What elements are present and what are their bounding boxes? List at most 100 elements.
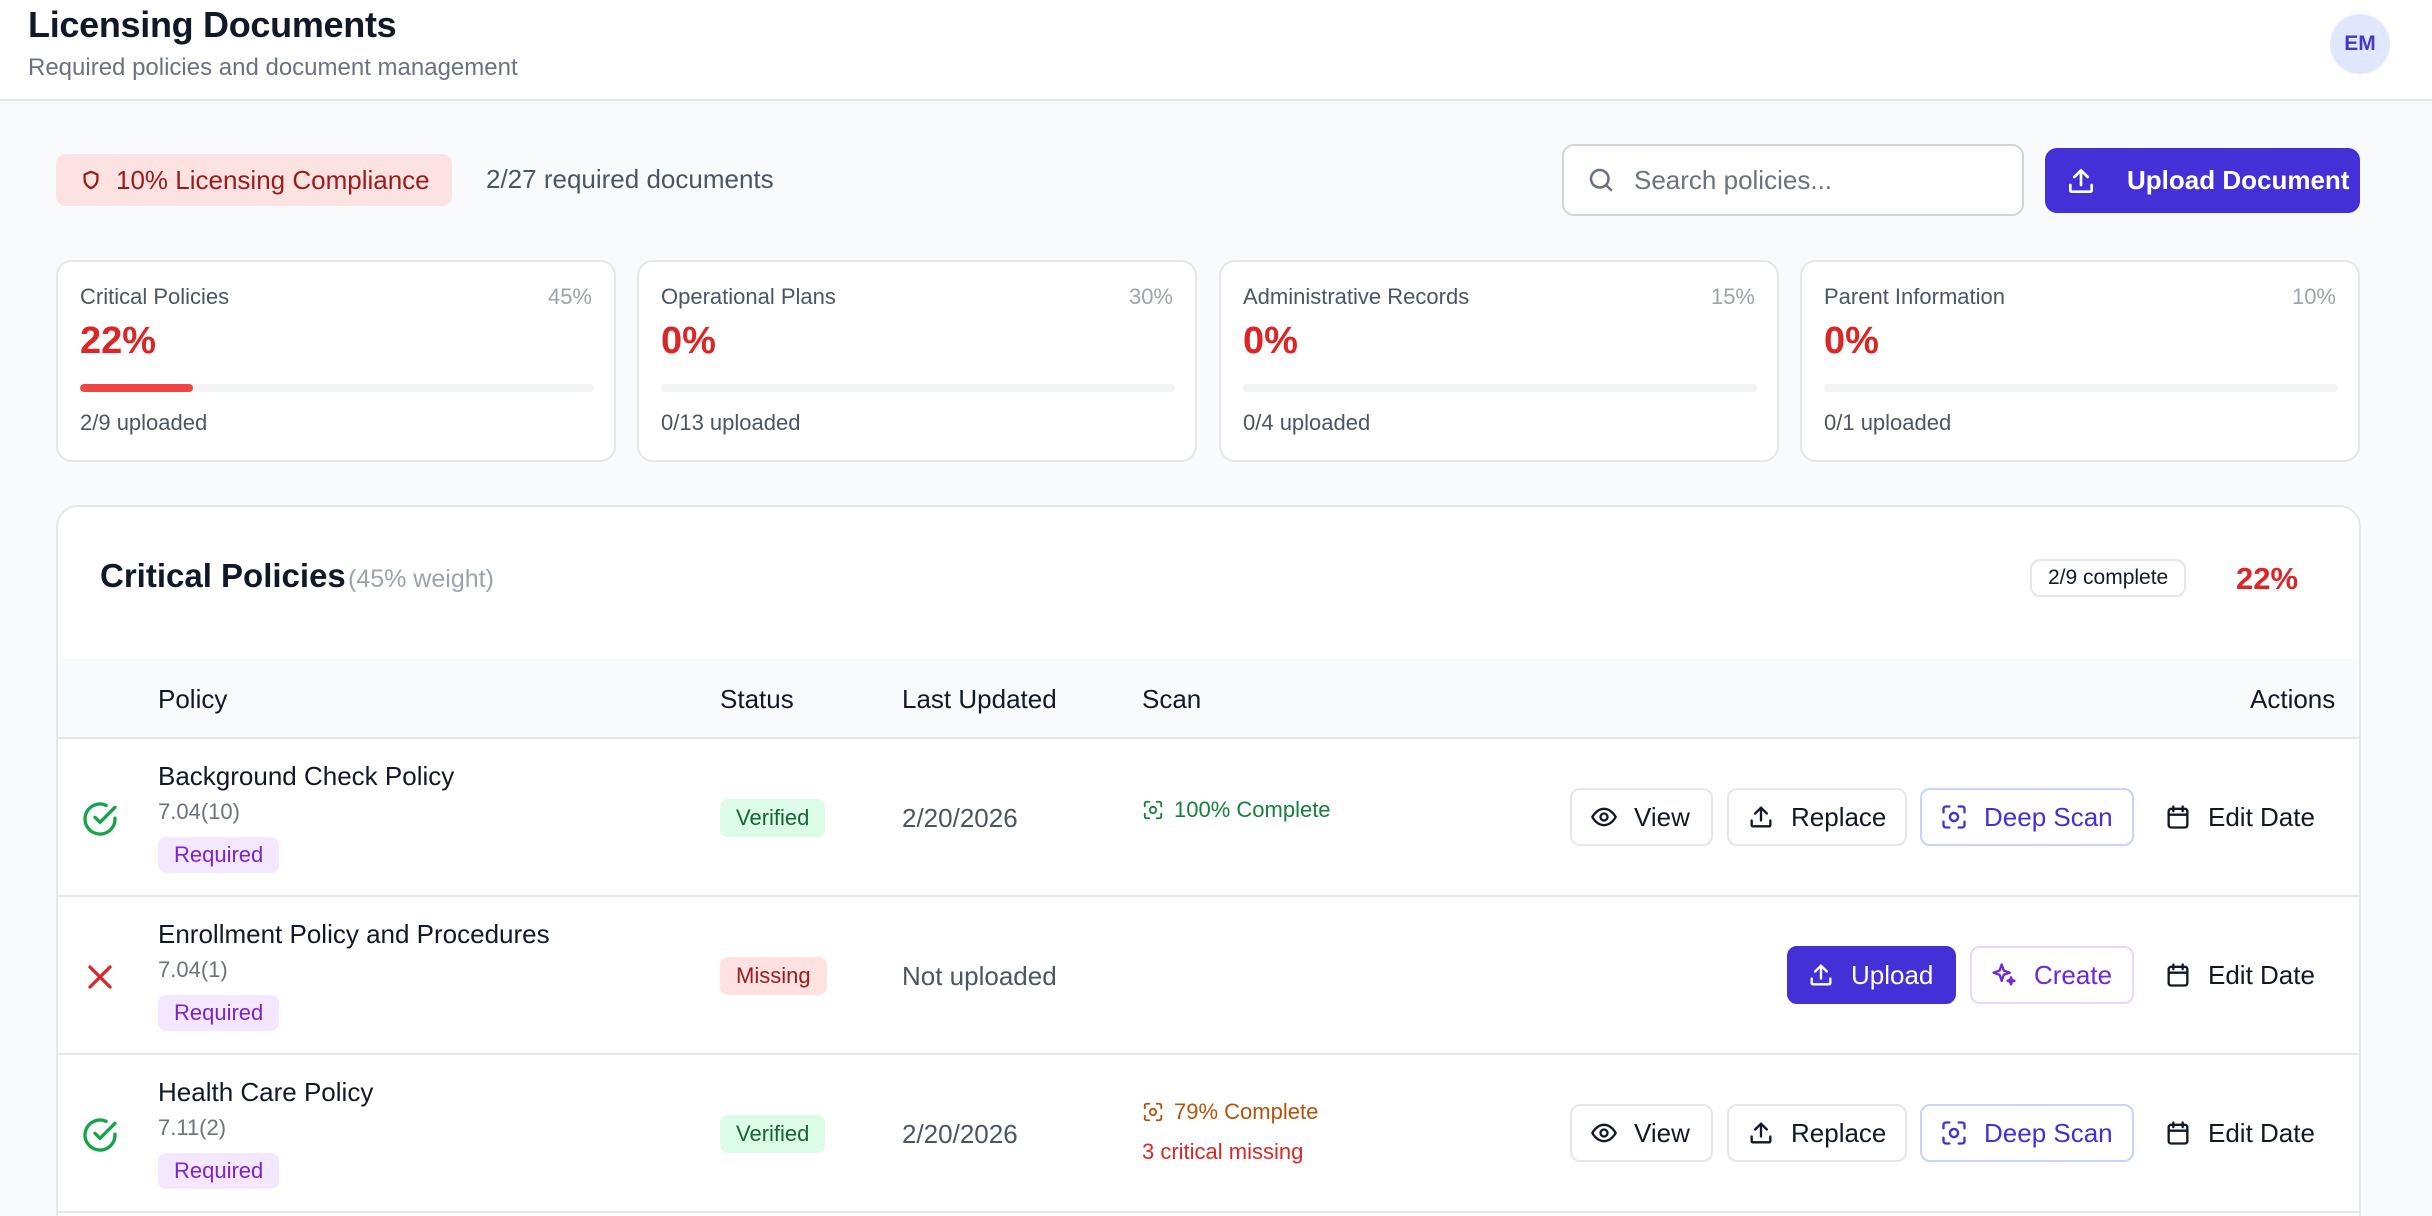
category-progress-bar [1243, 384, 1757, 392]
avatar[interactable]: EM [2330, 14, 2390, 74]
deep-scan-button[interactable]: Deep Scan [1920, 788, 2134, 846]
search-input[interactable] [1634, 164, 2014, 196]
view-button[interactable]: View [1570, 1104, 1713, 1162]
category-progress-fill [80, 384, 194, 392]
section-complete-badge: 2/9 complete [2030, 559, 2187, 597]
table-row: Enrollment Policy and Procedures 7.04(1)… [58, 897, 2359, 1055]
search-icon [1589, 168, 1613, 192]
column-header-policy: Policy [158, 684, 228, 714]
edit-date-label: Edit Date [2208, 959, 2315, 990]
upload-button[interactable]: Upload [1787, 946, 1956, 1004]
shield-icon [83, 170, 99, 190]
category-percent: 0% [661, 320, 716, 362]
sparkles-icon [1992, 963, 2016, 986]
edit-date-button[interactable]: Edit Date [2164, 1104, 2344, 1162]
deep-scan-label: Deep Scan [1984, 801, 2113, 832]
calendar-icon [2167, 1121, 2189, 1145]
top-bar: Licensing Documents Required policies an… [0, 0, 2432, 101]
eye-icon [1591, 807, 1617, 827]
view-label: View [1634, 1117, 1690, 1148]
search-box[interactable] [1562, 144, 2024, 216]
category-name: Critical Policies [80, 284, 230, 309]
category-percent: 22% [80, 320, 157, 362]
page-subtitle: Required policies and document managemen… [28, 54, 518, 81]
category-uploaded: 0/13 uploaded [661, 410, 801, 435]
edit-date-label: Edit Date [2208, 801, 2315, 832]
category-name: Operational Plans [661, 284, 836, 309]
category-uploaded: 0/4 uploaded [1243, 410, 1371, 435]
compliance-badge: 10% Licensing Compliance [56, 154, 452, 206]
calendar-icon [2167, 963, 2189, 987]
upload-icon [1810, 964, 1832, 986]
table-row: Health Care Policy 7.11(2) Required Veri… [58, 1055, 2359, 1213]
policy-code: 7.04(1) [158, 957, 228, 982]
section-percent: 22% [2236, 561, 2299, 596]
scan-icon [1143, 1102, 1163, 1122]
table-row: Background Check Policy 7.04(10) Require… [58, 739, 2359, 897]
scan-label: 79% Complete [1174, 1099, 1319, 1124]
policy-code: 7.11(2) [158, 1115, 227, 1140]
policy-name: Background Check Policy [158, 761, 455, 791]
scan-icon [1942, 805, 1966, 829]
edit-date-label: Edit Date [2208, 1117, 2315, 1148]
create-label: Create [2034, 959, 2113, 990]
category-card-operational-plans[interactable]: Operational Plans 30% 0% 0/13 uploaded [637, 260, 1197, 462]
calendar-icon [2167, 805, 2189, 829]
replace-label: Replace [1791, 1117, 1887, 1148]
category-card-parent-information[interactable]: Parent Information 10% 0% 0/1 uploaded [1800, 260, 2360, 462]
scan-icon [1143, 800, 1163, 820]
upload-document-button[interactable]: Upload Document [2045, 148, 2360, 213]
column-header-last-updated: Last Updated [902, 684, 1057, 714]
required-documents-count: 2/27 required documents [486, 164, 774, 194]
last-updated: 2/20/2026 [902, 1119, 1018, 1149]
scan-label: 100% Complete [1174, 797, 1331, 822]
edit-date-button[interactable]: Edit Date [2164, 946, 2344, 1004]
last-updated: 2/20/2026 [902, 803, 1018, 833]
scan-missing-count: 3 critical missing [1142, 1139, 1304, 1164]
critical-policies-section: Critical Policies (45% weight) 2/9 compl… [56, 505, 2361, 1216]
compliance-label: 10% Licensing Compliance [116, 164, 430, 195]
category-name: Parent Information [1824, 284, 2005, 309]
category-progress-bar [80, 384, 594, 392]
scan-status: 100% Complete [1142, 797, 1331, 823]
deep-scan-button[interactable]: Deep Scan [1920, 1104, 2134, 1162]
category-uploaded: 0/1 uploaded [1824, 410, 1952, 435]
edit-date-button[interactable]: Edit Date [2164, 788, 2344, 846]
view-label: View [1634, 801, 1690, 832]
category-weight: 10% [2291, 284, 2336, 309]
last-updated: Not uploaded [902, 961, 1057, 991]
column-header-actions: Actions [2250, 684, 2336, 714]
category-percent: 0% [1824, 320, 1879, 362]
column-header-scan: Scan [1142, 684, 1202, 714]
upload-icon [1750, 1122, 1772, 1144]
status-badge: Missing [720, 957, 827, 995]
x-icon [88, 965, 112, 989]
policy-name: Enrollment Policy and Procedures [158, 919, 550, 949]
table-header: Policy Status Last Updated Scan Actions [58, 659, 2359, 739]
category-uploaded: 2/9 uploaded [80, 410, 208, 435]
category-progress-bar [661, 384, 1175, 392]
status-badge: Verified [720, 1115, 826, 1153]
eye-icon [1591, 1123, 1617, 1143]
create-button[interactable]: Create [1970, 946, 2134, 1004]
policy-name: Health Care Policy [158, 1077, 374, 1107]
replace-button[interactable]: Replace [1727, 788, 1907, 846]
replace-button[interactable]: Replace [1727, 1104, 1907, 1162]
upload-icon [1750, 806, 1772, 828]
category-card-administrative-records[interactable]: Administrative Records 15% 0% 0/4 upload… [1219, 260, 1779, 462]
category-card-critical-policies[interactable]: Critical Policies 45% 22% 2/9 uploaded [56, 260, 616, 462]
column-header-status: Status [720, 684, 794, 714]
category-weight: 30% [1128, 284, 1173, 309]
page-title: Licensing Documents [28, 4, 397, 45]
category-weight: 45% [547, 284, 592, 309]
upload-icon [2069, 168, 2093, 193]
required-badge: Required [158, 837, 280, 873]
required-badge: Required [158, 995, 280, 1031]
view-button[interactable]: View [1570, 788, 1713, 846]
category-name: Administrative Records [1243, 284, 1470, 309]
section-title: Critical Policies [100, 557, 346, 594]
check-circle-icon [83, 802, 117, 836]
status-badge: Verified [720, 799, 826, 837]
deep-scan-label: Deep Scan [1984, 1117, 2113, 1148]
policy-code: 7.04(10) [158, 799, 240, 824]
